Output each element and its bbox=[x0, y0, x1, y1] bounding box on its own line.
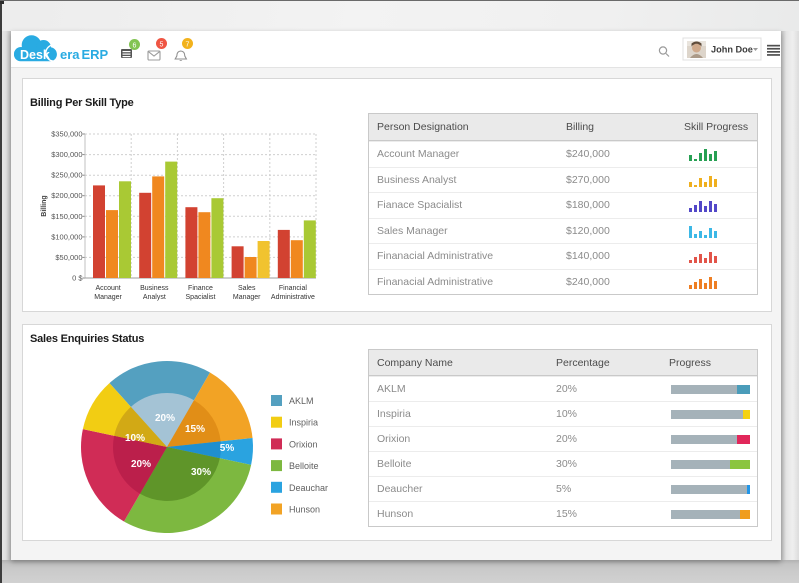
svg-text:Belloite: Belloite bbox=[289, 461, 319, 471]
svg-text:$200,000: $200,000 bbox=[51, 191, 82, 200]
svg-text:Spacialist: Spacialist bbox=[186, 294, 216, 301]
svg-text:Analyst: Analyst bbox=[143, 294, 166, 301]
svg-text:John Doe: John Doe bbox=[711, 45, 753, 55]
svg-text:7: 7 bbox=[186, 41, 190, 48]
svg-text:20%: 20% bbox=[155, 413, 175, 424]
svg-text:Sales: Sales bbox=[238, 285, 256, 292]
svg-text:Administrative: Administrative bbox=[271, 294, 315, 301]
svg-text:15%: 15% bbox=[185, 424, 205, 435]
svg-text:AKLM: AKLM bbox=[289, 396, 314, 406]
svg-text:Account: Account bbox=[95, 285, 120, 292]
svg-text:$300,000: $300,000 bbox=[51, 150, 82, 159]
svg-text:Desk: Desk bbox=[20, 48, 50, 62]
svg-text:5%: 5% bbox=[220, 443, 235, 454]
svg-text:Manager: Manager bbox=[94, 294, 122, 301]
svg-text:0 $: 0 $ bbox=[72, 274, 83, 283]
svg-text:Orixion: Orixion bbox=[289, 439, 318, 449]
svg-text:5: 5 bbox=[160, 41, 164, 48]
svg-text:Finance: Finance bbox=[188, 285, 213, 292]
svg-text:6: 6 bbox=[133, 42, 137, 49]
svg-text:era: era bbox=[60, 47, 80, 62]
svg-text:Billing: Billing bbox=[41, 195, 48, 216]
svg-text:$250,000: $250,000 bbox=[51, 171, 82, 180]
svg-text:30%: 30% bbox=[191, 467, 211, 478]
svg-text:Financial: Financial bbox=[279, 285, 307, 292]
svg-text:Hunson: Hunson bbox=[289, 505, 320, 515]
svg-text:ERP: ERP bbox=[82, 47, 109, 62]
svg-text:Manager: Manager bbox=[233, 294, 261, 301]
svg-text:$100,000: $100,000 bbox=[51, 232, 82, 241]
svg-text:Business: Business bbox=[140, 285, 169, 292]
svg-text:Deauchar: Deauchar bbox=[289, 483, 328, 493]
svg-text:$350,000: $350,000 bbox=[51, 130, 82, 139]
svg-text:Inspiria: Inspiria bbox=[289, 418, 318, 428]
svg-text:$150,000: $150,000 bbox=[51, 212, 82, 221]
svg-text:$50,000: $50,000 bbox=[55, 253, 82, 262]
svg-text:20%: 20% bbox=[131, 459, 151, 470]
svg-text:10%: 10% bbox=[125, 433, 145, 444]
